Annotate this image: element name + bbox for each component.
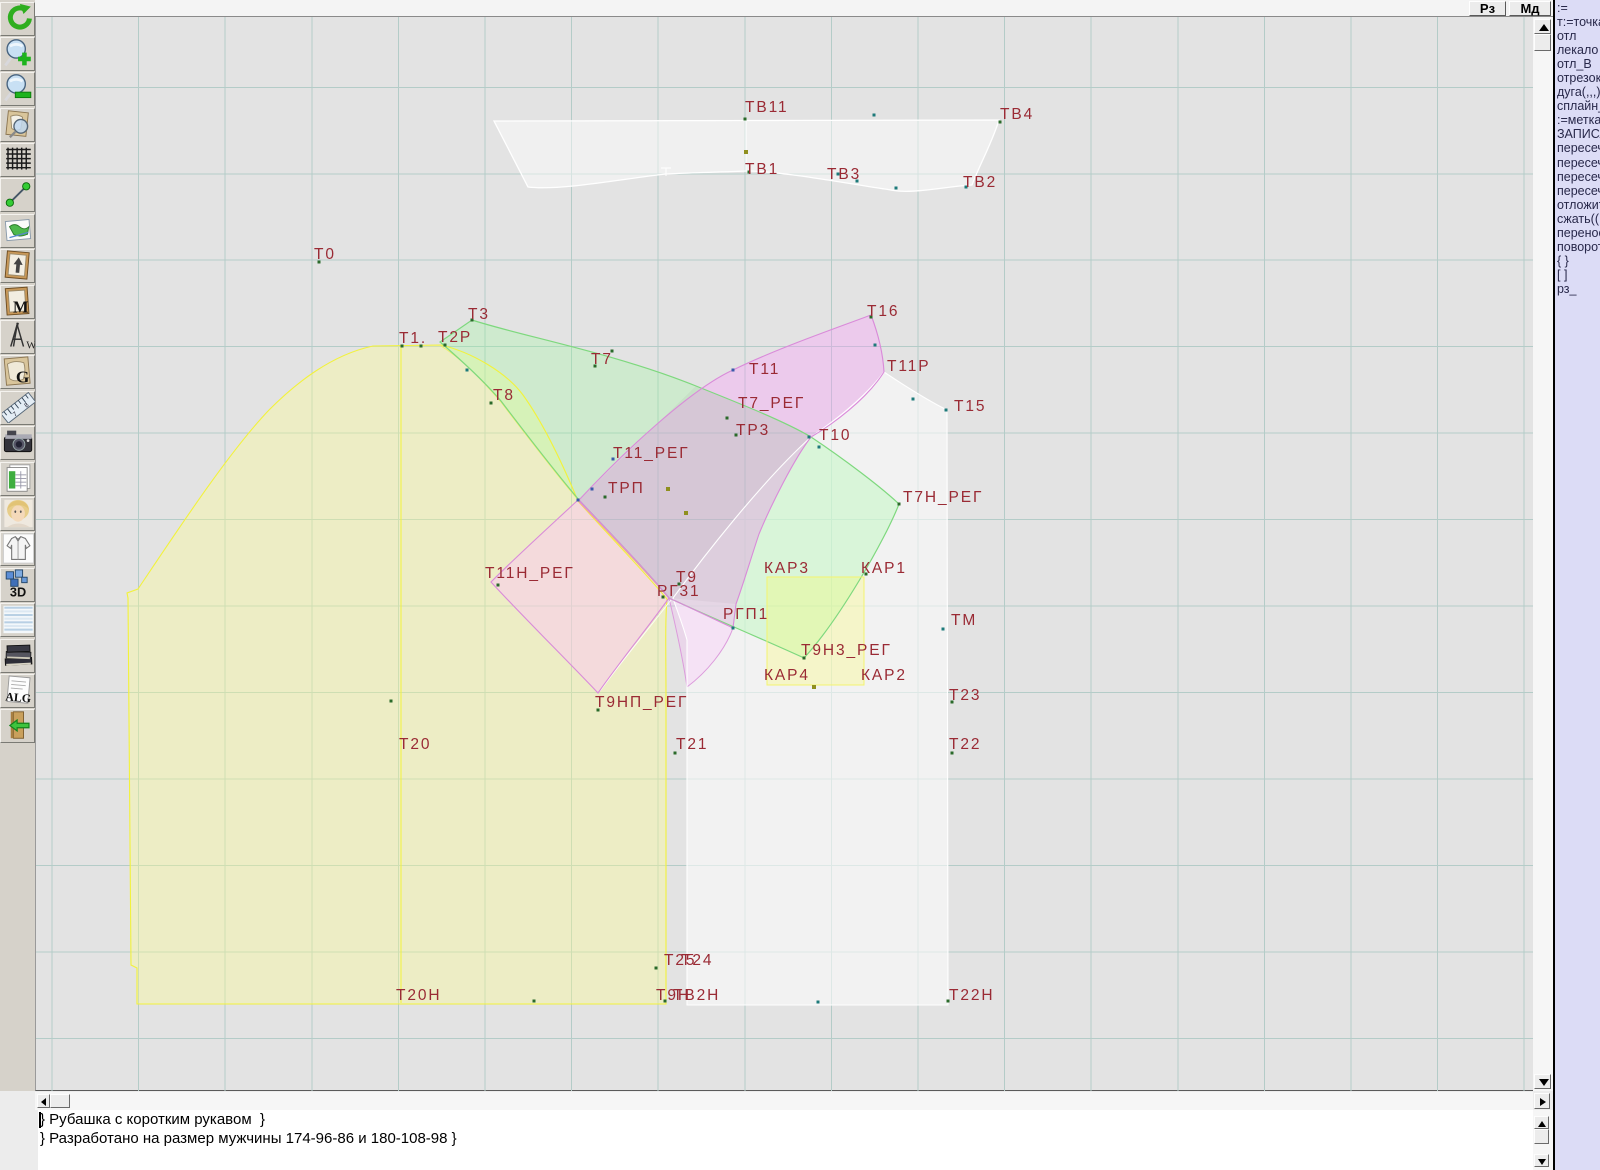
svg-text:РГ31: РГ31 [657,583,701,600]
svg-text:Т16: Т16 [867,303,899,320]
svg-text:ТМ: ТМ [951,612,977,629]
svg-text:Т7Н_РЕГ: Т7Н_РЕГ [903,489,983,506]
svg-text:Т9Н3_РЕГ: Т9Н3_РЕГ [801,642,892,659]
svg-text:ТВ11: ТВ11 [745,99,789,116]
svg-text:КАР2: КАР2 [861,667,907,684]
svg-text:M: M [13,297,29,316]
svg-text:РГП1: РГП1 [723,606,769,623]
svg-text:ТВ3: ТВ3 [827,166,861,183]
svg-text:ТВ2Н: ТВ2Н [673,987,720,1004]
svg-text:ТВ4: ТВ4 [1000,106,1034,123]
svg-text:Т1.: Т1. [399,330,427,347]
svg-text:Т22: Т22 [949,736,981,753]
svg-text:3D: 3D [9,584,25,599]
svg-text:Т21: Т21 [676,736,708,753]
svg-text:Т20: Т20 [399,736,431,753]
svg-text:КАР4: КАР4 [764,667,810,684]
svg-text:Т8: Т8 [493,387,515,404]
svg-text:Т11Р: Т11Р [887,358,931,375]
svg-text:Т2Р: Т2Р [438,329,472,346]
svg-text:Т9Н: Т9Н [656,987,691,1004]
svg-text:КАР3: КАР3 [764,560,810,577]
svg-text:8: 8 [23,401,30,409]
svg-text:Т11Н_РЕГ: Т11Н_РЕГ [485,565,575,582]
svg-text:Т0: Т0 [314,246,336,263]
svg-text:ТР3: ТР3 [736,422,770,439]
svg-text:Т9НП_РЕГ: Т9НП_РЕГ [595,694,688,711]
svg-text:ТВ1: ТВ1 [745,161,779,178]
svg-text:ТВ2: ТВ2 [963,174,997,191]
svg-text:Т20Н: Т20Н [396,987,442,1004]
svg-text:Т10: Т10 [819,427,851,444]
svg-text:Т24: Т24 [681,952,713,969]
svg-text:Т7: Т7 [591,351,613,368]
svg-text:Т11_РЕГ: Т11_РЕГ [613,445,690,462]
svg-text:КАР1: КАР1 [861,560,907,577]
svg-text:Т11: Т11 [749,361,780,378]
svg-text:W: W [26,339,35,351]
svg-text:7: 7 [11,410,18,418]
svg-text:Т23: Т23 [949,687,981,704]
svg-text:ALG: ALG [4,689,31,705]
svg-text:Т25: Т25 [664,952,696,969]
svg-text:G: G [15,368,28,387]
svg-text:ТРП: ТРП [608,480,645,497]
svg-text:Т7_РЕГ: Т7_РЕГ [738,395,805,412]
svg-text:Т3: Т3 [468,306,490,323]
svg-text:Т15: Т15 [954,398,986,415]
svg-text:Т9: Т9 [676,569,698,586]
svg-text:Т22Н: Т22Н [949,987,995,1004]
